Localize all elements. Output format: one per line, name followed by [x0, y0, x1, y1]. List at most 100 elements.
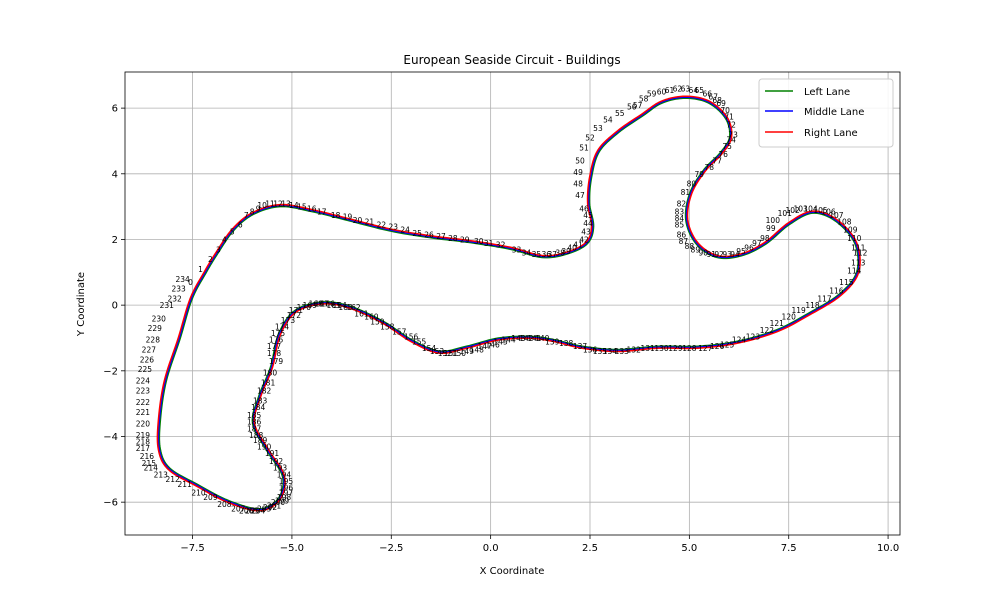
waypoint-label: 107 [829, 211, 844, 220]
waypoint-label: 19 [343, 212, 353, 221]
waypoint-label: 166 [321, 300, 336, 309]
legend: Left Lane Middle Lane Right Lane [758, 78, 894, 148]
waypoint-label: 116 [829, 286, 844, 295]
waypoint-label: 79 [695, 170, 705, 179]
waypoint-label: 153 [430, 347, 445, 356]
waypoint-label: 222 [136, 398, 151, 407]
waypoint-label: 224 [136, 377, 151, 386]
waypoint-label: 203 [257, 505, 272, 514]
waypoint-label: 168 [309, 300, 324, 309]
waypoint-label: 6 [238, 221, 243, 230]
waypoint-label: 216 [140, 452, 155, 461]
waypoint-label: 129 [668, 344, 683, 353]
waypoint-label: 219 [136, 431, 151, 440]
waypoint-label: 234 [175, 275, 190, 284]
waypoint-label: 52 [585, 134, 595, 143]
waypoint-label: 87 [679, 237, 689, 246]
waypoint-label: 73 [728, 130, 738, 139]
y-tick-label: −2 [103, 366, 118, 377]
waypoint-label: 32 [496, 240, 506, 249]
waypoint-label: 157 [392, 327, 407, 336]
waypoint-label: 182 [257, 387, 272, 396]
waypoint-label: 144 [501, 336, 516, 345]
waypoint-label: 232 [168, 295, 183, 304]
waypoint-label: 63 [681, 84, 691, 93]
waypoint-label: 154 [422, 344, 437, 353]
waypoint-label: 9 [256, 204, 261, 213]
waypoint-label: 44 [583, 219, 593, 228]
waypoint-label: 159 [370, 318, 385, 327]
waypoint-label: 69 [716, 99, 726, 108]
waypoint-label: 29 [460, 235, 470, 244]
waypoint-label: 51 [579, 144, 589, 153]
waypoint-label: 147 [478, 342, 493, 351]
waypoint-label: 98 [760, 234, 770, 243]
waypoint-label: 41 [573, 240, 583, 249]
waypoint-label: 105 [813, 206, 828, 215]
waypoint-label: 58 [639, 94, 649, 103]
lanes [156, 95, 861, 512]
waypoint-label: 3 [216, 245, 221, 254]
waypoint-label: 180 [263, 368, 278, 377]
waypoint-label: 23 [388, 222, 398, 231]
waypoint-label: 71 [724, 112, 734, 121]
y-tick-label: 6 [112, 104, 118, 115]
x-axis-title: X Coordinate [480, 566, 545, 577]
x-tick-label: 7.5 [781, 543, 797, 554]
waypoint-label: 141 [527, 334, 542, 343]
waypoint-label: 127 [698, 344, 713, 353]
waypoint-label: 164 [332, 301, 347, 310]
waypoint-label: 110 [847, 234, 862, 243]
waypoint-label: 4 [222, 235, 227, 244]
legend-label-right-lane: Right Lane [804, 128, 858, 139]
waypoint-label: 88 [685, 242, 695, 251]
waypoint-label: 112 [853, 249, 868, 258]
waypoint-label: 83 [675, 208, 685, 217]
waypoint-label: 100 [766, 216, 781, 225]
waypoint-label: 120 [782, 313, 797, 322]
waypoint-label: 74 [726, 135, 736, 144]
waypoint-label: 24 [400, 226, 410, 235]
waypoint-label: 199 [275, 497, 290, 506]
waypoint-label: 20 [353, 216, 363, 225]
waypoint-label: 72 [726, 121, 736, 130]
waypoint-label: 16 [307, 204, 317, 213]
grid [125, 72, 900, 535]
x-tick-label: −7.5 [180, 543, 204, 554]
waypoint-label: 179 [269, 357, 284, 366]
waypoint-label: 13 [281, 199, 291, 208]
waypoint-label: 211 [177, 480, 192, 489]
waypoint-label: 43 [581, 227, 591, 236]
x-tick-label: 5.0 [681, 543, 697, 554]
waypoint-label: 162 [346, 303, 361, 312]
waypoint-label: 198 [277, 493, 292, 502]
waypoint-label: 65 [695, 86, 705, 95]
waypoint-label: 152 [438, 349, 453, 358]
waypoint-label: 208 [217, 500, 232, 509]
waypoint-label: 197 [279, 488, 294, 497]
y-tick-label: −6 [103, 498, 118, 509]
waypoint-label: 126 [710, 342, 725, 351]
waypoint-label: 178 [267, 349, 282, 358]
waypoint-label: 96 [744, 244, 754, 253]
waypoint-label: 223 [136, 387, 151, 396]
waypoint-label: 149 [460, 347, 475, 356]
waypoint-label: 49 [573, 168, 583, 177]
waypoint-label: 38 [555, 249, 565, 258]
waypoint-label: 221 [136, 408, 151, 417]
waypoint-label: 150 [452, 349, 467, 358]
waypoint-label: 36 [542, 250, 552, 259]
waypoint-label: 212 [166, 475, 181, 484]
waypoint-label: 66 [702, 89, 712, 98]
waypoint-label: 184 [251, 403, 266, 412]
waypoint-label: 134 [603, 347, 618, 356]
waypoint-label: 91 [706, 250, 716, 259]
waypoint-label: 135 [593, 347, 608, 356]
waypoint-label: 76 [718, 150, 728, 159]
waypoint-label: 39 [561, 247, 571, 256]
waypoint-label: 131 [640, 344, 655, 353]
waypoint-label: 85 [675, 221, 685, 230]
waypoint-label: 84 [675, 214, 685, 223]
